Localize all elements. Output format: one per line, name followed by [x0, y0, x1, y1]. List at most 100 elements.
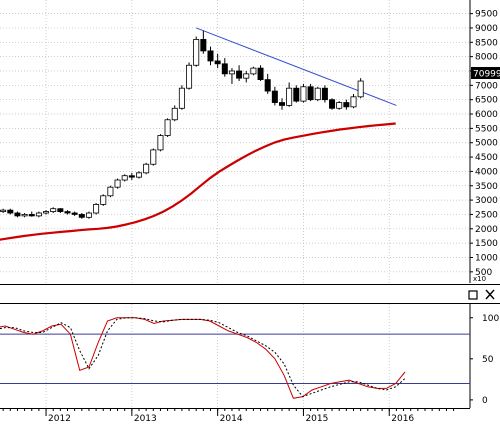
price-y-tick-label: 2000 [475, 225, 498, 235]
price-scale-label: x10 [473, 275, 486, 283]
candle-body [314, 87, 321, 101]
price-y-tick-label: 2500 [475, 210, 498, 220]
candle-body [286, 87, 293, 106]
candle-body [293, 87, 300, 102]
candle-body [343, 102, 350, 108]
candle-body [278, 102, 285, 106]
oscillator-gridlines [45, 304, 390, 408]
candle-body [271, 90, 278, 103]
candle-body [21, 214, 28, 217]
candle-body [43, 211, 50, 214]
x-tick-label: 2015 [305, 414, 328, 424]
maximize-button[interactable] [466, 288, 479, 301]
candle-body [64, 211, 71, 214]
candle-body [171, 107, 178, 121]
price-y-axis: 500 1000 1500 2000 2500 3000 3500 4000 4500 5000 5… [470, 10, 498, 278]
price-y-tick-label: 4500 [475, 153, 498, 163]
candle-body [100, 195, 107, 205]
price-y-tick-label: 8500 [475, 38, 498, 48]
candle-body [50, 208, 57, 212]
candle-body [150, 149, 157, 165]
x-icon [485, 289, 495, 300]
candle-body [228, 70, 235, 75]
price-y-tick-label: 6000 [475, 110, 498, 120]
price-y-tick-label: 3500 [475, 182, 498, 192]
price-y-tick-label: 1500 [475, 239, 498, 249]
candle-body [35, 212, 42, 217]
oscillator-signal-line [0, 317, 406, 398]
candle-body [207, 50, 214, 62]
candle-body [28, 214, 35, 217]
price-y-tick-label: 500 [475, 268, 492, 278]
price-gridlines [0, 0, 470, 283]
candle-body [250, 67, 257, 75]
oscillator-panel: 0 50 100 [0, 304, 499, 408]
close-button[interactable] [483, 288, 496, 301]
price-y-tick-label: 1000 [475, 253, 498, 263]
price-y-tick-label: 5000 [475, 139, 498, 149]
oscillator-level-lines [0, 333, 470, 384]
candle-body [157, 135, 164, 151]
panel-divider [0, 284, 500, 304]
oscillator-lines [0, 317, 406, 399]
candle-body [114, 179, 121, 188]
price-y-tick-label: 8000 [475, 53, 498, 63]
candle-body [257, 67, 264, 80]
candle-body [193, 39, 200, 66]
candle-body [78, 214, 85, 218]
x-tick-label: 2013 [134, 414, 157, 424]
oscillator-y-tick-label: 100 [482, 314, 499, 324]
candle-body [236, 70, 243, 79]
candle-body [243, 73, 250, 79]
candle-body [336, 102, 343, 109]
candle-body [200, 39, 207, 52]
candle-body [93, 204, 100, 214]
candle-body [221, 63, 228, 75]
candle-body [300, 86, 307, 102]
price-y-tick-label: 9500 [475, 10, 498, 20]
x-tick-label: 2014 [220, 414, 243, 424]
candle-body [14, 212, 21, 217]
candle-body [307, 86, 314, 101]
x-tick-label: 2016 [391, 414, 414, 424]
candle-body [121, 175, 128, 181]
price-panel: 500 1000 1500 2000 2500 3000 3500 4000 4500 5000 5… [0, 0, 500, 283]
candle-body [0, 209, 7, 212]
candle-body [350, 96, 357, 108]
candle-body [57, 208, 64, 212]
candle-body [178, 87, 185, 109]
candles-layer [0, 30, 364, 219]
candle-body [186, 64, 193, 89]
oscillator-y-axis: 0 50 100 [470, 314, 499, 406]
candle-body [164, 119, 171, 136]
candle-body [264, 79, 271, 92]
price-plot-area [0, 0, 470, 283]
price-y-tick-label: 9000 [475, 24, 498, 34]
price-y-tick-label: 3000 [475, 196, 498, 206]
price-y-tick-label: 6500 [475, 96, 498, 106]
moving-average-line [0, 122, 396, 241]
candle-body [214, 60, 221, 65]
candle-body [128, 175, 135, 178]
time-axis: 2012 2013 2014 2015 2016 [0, 408, 470, 424]
candle-body [357, 80, 364, 98]
candle-body [7, 209, 14, 214]
candle-body [143, 163, 150, 174]
price-y-tick-label: 7000 [475, 81, 498, 91]
last-price-label: 70999 [473, 70, 500, 80]
candle-body [321, 87, 328, 101]
candle-body [329, 99, 336, 109]
candle-body [85, 212, 92, 218]
price-y-tick-label: 4000 [475, 167, 498, 177]
candle-body [71, 212, 78, 215]
price-y-tick-label: 5500 [475, 124, 498, 134]
candle-body [107, 186, 114, 197]
square-icon [468, 290, 478, 300]
x-tick-label: 2012 [48, 414, 71, 424]
moving-average-layer [0, 122, 396, 241]
last-price-badge: 70999 [471, 67, 500, 80]
oscillator-main-line [0, 317, 406, 399]
oscillator-y-tick-label: 50 [482, 355, 494, 365]
candle-body [135, 172, 142, 178]
